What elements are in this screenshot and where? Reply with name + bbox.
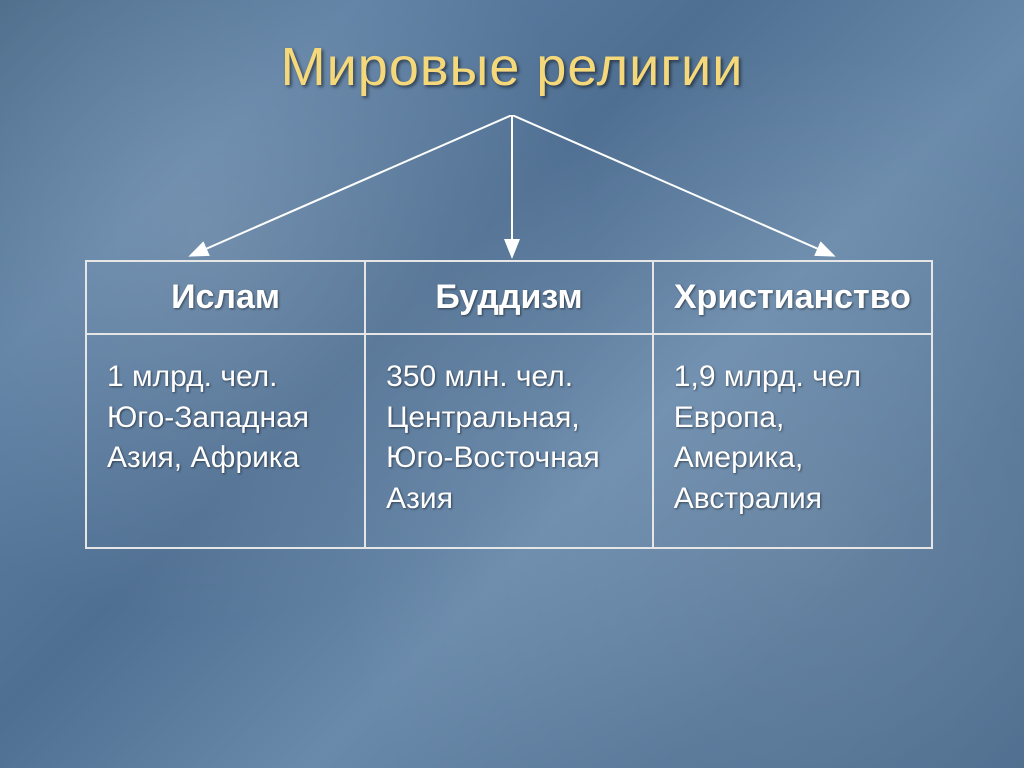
table-row: 1 млрд. чел. Юго-Западная Азия, Африка 3… <box>86 334 932 548</box>
column-header-christianity: Христианство <box>653 261 932 334</box>
cell-christianity: 1,9 млрд. чел Европа, Америка, Австралия <box>653 334 932 548</box>
table-header-row: Ислам Буддизм Христианство <box>86 261 932 334</box>
cell-buddhism: 350 млн. чел. Центральная, Юго-Восточная… <box>365 334 653 548</box>
cell-islam: 1 млрд. чел. Юго-Западная Азия, Африка <box>86 334 365 548</box>
branching-arrows <box>112 115 912 265</box>
column-header-buddhism: Буддизм <box>365 261 653 334</box>
religions-table: Ислам Буддизм Христианство 1 млрд. чел. … <box>85 260 933 549</box>
column-header-islam: Ислам <box>86 261 365 334</box>
page-title: Мировые религии <box>0 36 1024 98</box>
